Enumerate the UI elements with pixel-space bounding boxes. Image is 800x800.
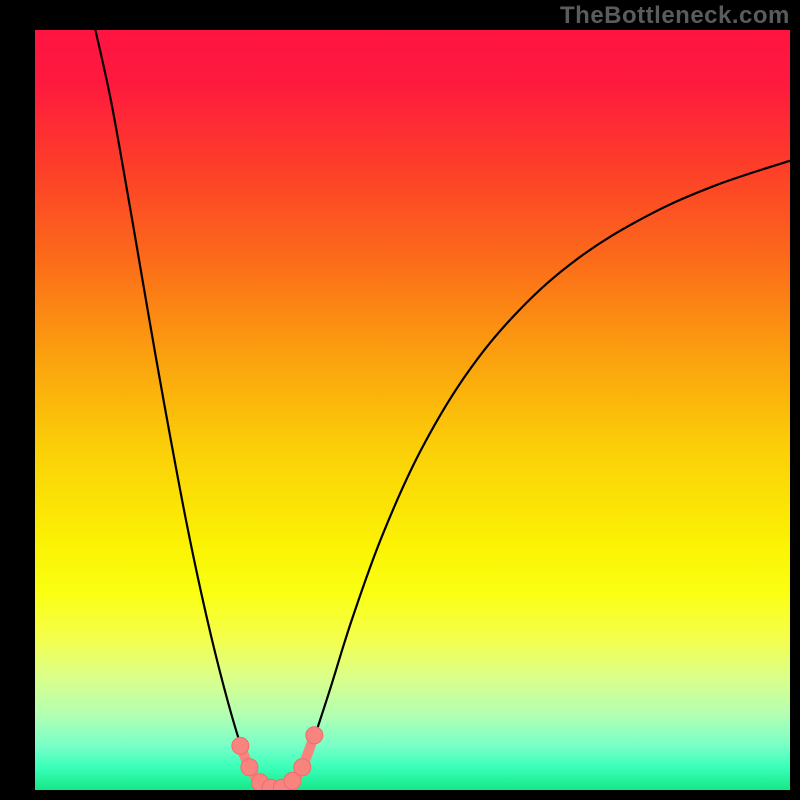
optimal-marker — [232, 737, 249, 754]
optimal-marker — [306, 727, 323, 744]
optimal-marker — [294, 759, 311, 776]
gradient-background — [35, 30, 790, 790]
bottleneck-chart — [0, 0, 800, 800]
optimal-marker — [241, 759, 258, 776]
watermark-text: TheBottleneck.com — [560, 2, 790, 30]
